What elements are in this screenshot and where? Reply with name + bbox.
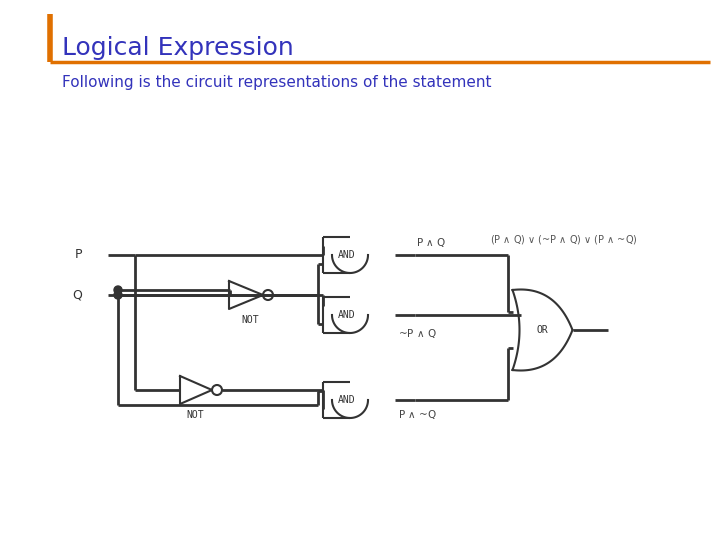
- Circle shape: [114, 291, 122, 299]
- Text: NOT: NOT: [186, 410, 204, 420]
- Text: AND: AND: [338, 310, 356, 320]
- Text: AND: AND: [338, 395, 356, 405]
- Circle shape: [114, 286, 122, 294]
- Text: Following is the circuit representations of the statement: Following is the circuit representations…: [62, 75, 492, 90]
- Text: ~P $\wedge$ Q: ~P $\wedge$ Q: [398, 327, 437, 340]
- Text: OR: OR: [536, 325, 548, 335]
- Text: Q: Q: [72, 288, 82, 301]
- Text: Logical Expression: Logical Expression: [62, 36, 294, 60]
- Text: P $\wedge$ Q: P $\wedge$ Q: [416, 236, 446, 249]
- Text: (P $\wedge$ Q) $\vee$ (~P $\wedge$ Q) $\vee$ (P $\wedge$ ~Q): (P $\wedge$ Q) $\vee$ (~P $\wedge$ Q) $\…: [490, 233, 638, 246]
- Text: P: P: [74, 248, 82, 261]
- Text: P $\wedge$ ~Q: P $\wedge$ ~Q: [398, 408, 437, 421]
- Text: AND: AND: [338, 250, 356, 260]
- Text: NOT: NOT: [241, 315, 258, 325]
